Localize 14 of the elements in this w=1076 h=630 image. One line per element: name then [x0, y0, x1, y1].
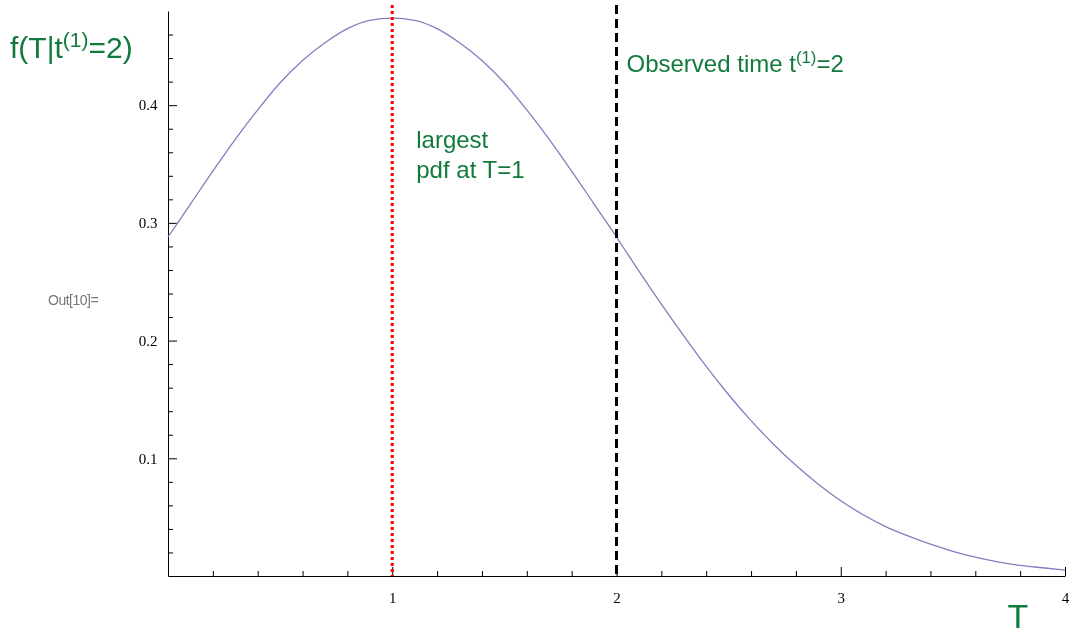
x-tick-label: 2	[613, 590, 621, 606]
ref-line-label: largest pdf at T=1	[416, 126, 525, 183]
line-series	[167, 17, 1066, 571]
x-tick-label: 1	[389, 590, 397, 606]
x-tick-label: 3	[837, 590, 845, 606]
y-axis-title: f(T|t$^{(1)}$=2)	[10, 27, 133, 64]
y-tick-label: 0.2	[138, 332, 158, 349]
ref-line-label: Observed time t$^{(1)}$=2	[626, 47, 844, 77]
text: Out[10]=	[48, 292, 99, 308]
x-axis-title: T	[1007, 597, 1029, 630]
y-tick-label: 0.3	[138, 215, 158, 232]
y-tick-label: 0.4	[138, 97, 158, 114]
y-tick-label: 0.1	[138, 450, 158, 467]
x-tick-label: 4	[1061, 590, 1070, 606]
